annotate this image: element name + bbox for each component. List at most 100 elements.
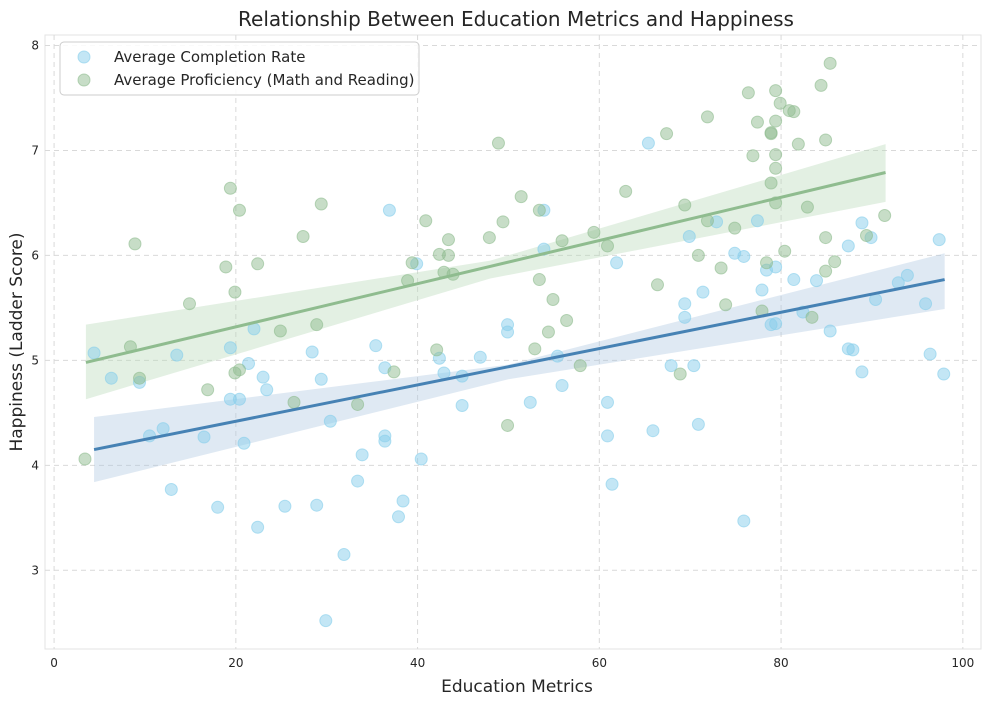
- proficiency-point: [719, 298, 733, 312]
- proficiency-point: [828, 255, 842, 269]
- completion-point: [691, 417, 705, 431]
- completion-point: [682, 230, 696, 244]
- completion-point: [473, 350, 487, 364]
- completion-point: [414, 452, 428, 466]
- completion-point: [278, 499, 292, 513]
- proficiency-point: [419, 214, 433, 228]
- completion-regression-line: [93, 278, 945, 452]
- completion-point: [601, 395, 615, 409]
- proficiency-point: [859, 228, 873, 242]
- y-tick-label: 3: [31, 563, 39, 577]
- proficiency-point: [314, 197, 328, 211]
- proficiency-point: [764, 176, 778, 190]
- y-tick-label: 5: [31, 353, 39, 367]
- completion-point: [260, 383, 274, 397]
- completion-point: [323, 414, 337, 428]
- y-tick-labels: 3 4 5 6 7 8: [31, 38, 39, 577]
- x-tick-label: 60: [592, 656, 607, 670]
- proficiency-point: [296, 230, 310, 244]
- completion-point: [823, 324, 837, 338]
- completion-point: [211, 500, 225, 514]
- x-tick-labels: 0 20 40 60 80 100: [50, 656, 974, 670]
- completion-point: [923, 347, 937, 361]
- completion-point: [855, 365, 869, 379]
- proficiency-point: [819, 133, 833, 147]
- proficiency-point: [800, 200, 814, 214]
- confidence-band: [94, 253, 945, 483]
- proficiency-point: [201, 383, 215, 397]
- completion-point: [932, 233, 946, 247]
- proficiency-point: [501, 418, 515, 432]
- y-tick-label: 8: [31, 38, 39, 52]
- proficiency-point: [287, 395, 301, 409]
- proficiency-point: [387, 365, 401, 379]
- proficiency-point: [650, 278, 664, 292]
- proficiency-point: [728, 221, 742, 235]
- completion-point: [855, 216, 869, 230]
- completion-point: [314, 372, 328, 386]
- proficiency-point: [251, 257, 265, 271]
- proficiency-point: [482, 231, 496, 245]
- completion-point: [256, 370, 270, 384]
- proficiency-point: [773, 96, 787, 110]
- completion-point: [382, 203, 396, 217]
- proficiency-point: [819, 264, 833, 278]
- proficiency-point: [764, 127, 778, 141]
- completion-point: [455, 398, 469, 412]
- proficiency-point: [273, 324, 287, 338]
- completion-point: [197, 430, 211, 444]
- completion-point: [391, 510, 405, 524]
- proficiency-point: [700, 110, 714, 124]
- proficiency-point: [546, 292, 560, 306]
- proficiency-point: [133, 371, 147, 385]
- completion-point: [355, 448, 369, 462]
- proficiency-point: [750, 115, 764, 129]
- proficiency-point: [769, 114, 783, 128]
- proficiency-point: [232, 363, 246, 377]
- completion-point: [164, 482, 178, 496]
- y-tick-label: 7: [31, 143, 39, 157]
- completion-point: [319, 614, 333, 628]
- legend-box: [59, 41, 420, 96]
- proficiency-point: [760, 256, 774, 270]
- completion-point: [737, 514, 751, 528]
- proficiency-point: [819, 231, 833, 245]
- completion-point: [351, 474, 365, 488]
- completion-point: [750, 214, 764, 228]
- legend: Average Completion Rate Average Proficie…: [59, 41, 420, 96]
- legend-marker-proficiency: [77, 73, 91, 87]
- proficiency-point: [441, 233, 455, 247]
- completion-point: [305, 345, 319, 359]
- completion-point: [810, 274, 824, 288]
- x-tick-label: 40: [410, 656, 425, 670]
- regression-lines: [85, 171, 945, 452]
- completion-point: [555, 379, 569, 393]
- completion-point: [846, 343, 860, 357]
- proficiency-point: [491, 136, 505, 150]
- x-tick-label: 100: [951, 656, 974, 670]
- completion-point: [601, 429, 615, 443]
- completion-point: [396, 494, 410, 508]
- completion-point: [610, 256, 624, 270]
- proficiency-point: [791, 137, 805, 151]
- proficiency-point: [528, 342, 542, 356]
- completion-point: [678, 310, 692, 324]
- proficiency-point: [182, 297, 196, 311]
- completion-point: [919, 297, 933, 311]
- completion-point: [787, 273, 801, 287]
- proficiency-point: [310, 318, 324, 332]
- completion-point: [755, 283, 769, 297]
- proficiency-point: [878, 209, 892, 223]
- completion-point: [369, 339, 383, 353]
- proficiency-point: [532, 203, 546, 217]
- proficiency-point: [223, 181, 237, 195]
- proficiency-point: [496, 215, 510, 229]
- completion-point: [378, 434, 392, 448]
- proficiency-point: [678, 198, 692, 212]
- completion-point: [501, 325, 515, 339]
- completion-point: [737, 249, 751, 263]
- proficiency-point: [573, 359, 587, 373]
- proficiency-point: [769, 148, 783, 162]
- x-tick-label: 0: [50, 656, 58, 670]
- proficiency-point: [441, 248, 455, 262]
